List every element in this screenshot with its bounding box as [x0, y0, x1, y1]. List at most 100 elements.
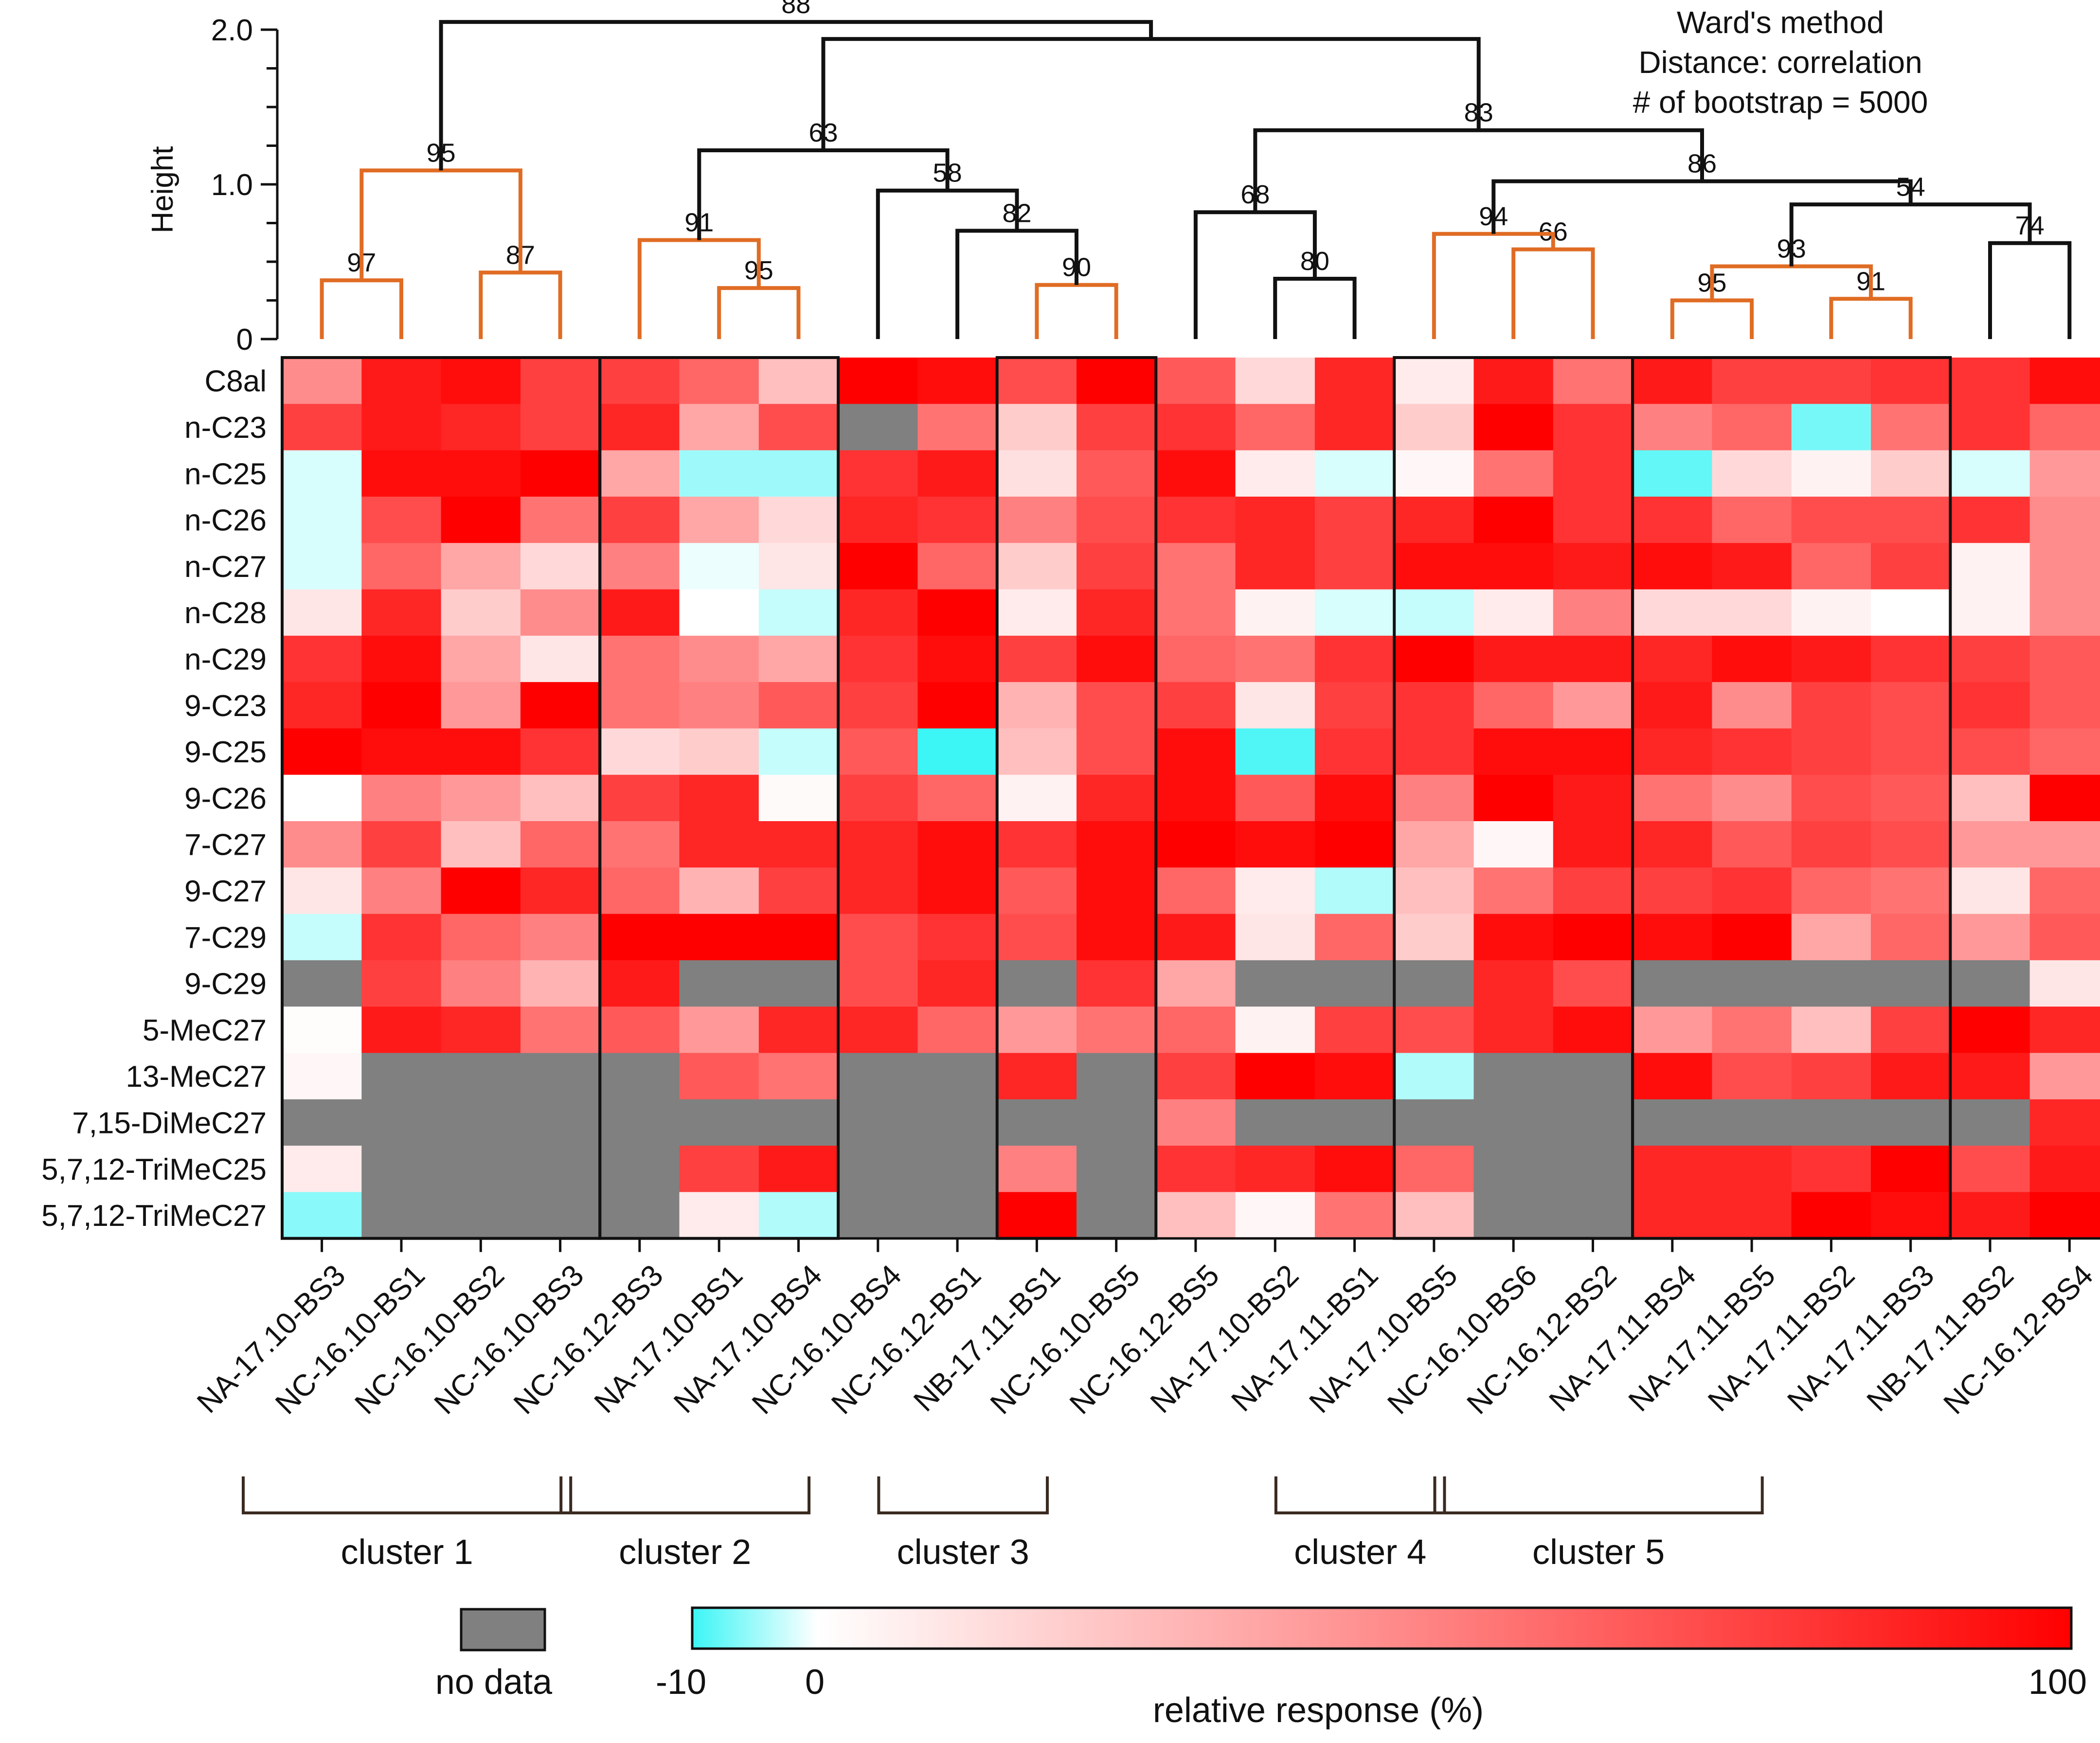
- heatmap-cell: [1394, 728, 1474, 775]
- heatmap-cell: [1633, 1192, 1712, 1239]
- heatmap-cell: [997, 358, 1077, 404]
- heatmap-cell: [282, 774, 362, 822]
- heatmap-cell: [997, 960, 1077, 1007]
- heatmap-cell: [1394, 543, 1474, 590]
- heatmap-cell: [1473, 821, 1554, 868]
- heatmap-cell: [1633, 358, 1712, 404]
- heatmap-cell: [1871, 358, 1951, 404]
- heatmap-cell: [838, 1146, 918, 1192]
- heatmap-cell: [1791, 774, 1871, 822]
- heatmap-cell: [997, 1192, 1077, 1239]
- heatmap-cell: [997, 543, 1077, 590]
- heatmap-cell: [1553, 589, 1633, 636]
- heatmap-cell: [679, 1053, 759, 1100]
- heatmap-cell: [1394, 867, 1474, 915]
- heatmap-cell: [1633, 774, 1712, 822]
- heatmap-cell: [1950, 774, 2030, 822]
- heatmap-cell: [1633, 960, 1712, 1007]
- heatmap-cell: [1553, 450, 1633, 497]
- heatmap-cell: [997, 1006, 1077, 1054]
- heatmap-cell: [520, 682, 600, 729]
- heatmap-cell: [838, 960, 918, 1007]
- heatmap-cell: [1077, 960, 1156, 1007]
- heatmap-cell: [1077, 914, 1156, 961]
- heatmap-cell: [1712, 1053, 1792, 1100]
- heatmap-cell: [1553, 1146, 1633, 1192]
- heatmap-cell: [1950, 821, 2030, 868]
- heatmap-cell: [917, 589, 998, 636]
- axis-tick-label: 1.0: [211, 168, 253, 202]
- heatmap-cell: [1394, 358, 1474, 404]
- heatmap-cell: [917, 1053, 998, 1100]
- heatmap-cell: [997, 635, 1077, 683]
- heatmap-cell: [361, 450, 442, 497]
- heatmap-cell: [1553, 1192, 1633, 1239]
- heatmap-cell: [1077, 867, 1156, 915]
- heatmap-cell: [1156, 358, 1236, 404]
- bootstrap-note: # of bootstrap = 5000: [1633, 85, 1928, 120]
- heatmap-cell: [361, 914, 442, 961]
- heatmap-cell: [679, 774, 759, 822]
- row-label: n-C23: [184, 411, 267, 445]
- row-label: n-C28: [184, 596, 267, 630]
- heatmap-cell: [520, 914, 600, 961]
- heatmap-cell: [997, 450, 1077, 497]
- heatmap-cell: [1871, 821, 1951, 868]
- heatmap-cell: [1791, 682, 1871, 729]
- heatmap-cell: [2029, 589, 2100, 636]
- heatmap-cell: [1473, 1192, 1554, 1239]
- heatmap-cell: [1791, 821, 1871, 868]
- heatmap-cell: [1314, 404, 1395, 451]
- heatmap-cell: [838, 821, 918, 868]
- heatmap-cell: [520, 1146, 600, 1192]
- heatmap-cell: [1235, 635, 1315, 683]
- row-label: 9-C23: [184, 689, 267, 723]
- heatmap-cell: [1950, 543, 2030, 590]
- heatmap-cell: [1712, 589, 1792, 636]
- heatmap-cell: [1791, 914, 1871, 961]
- bootstrap-value: 88: [781, 0, 810, 19]
- heatmap-cell: [1633, 450, 1712, 497]
- heatmap-cell: [520, 450, 600, 497]
- heatmap-cell: [1553, 821, 1633, 868]
- heatmap-cell: [441, 496, 521, 543]
- heatmap-cell: [758, 774, 839, 822]
- heatmap-cell: [1791, 358, 1871, 404]
- heatmap-cell: [1473, 682, 1554, 729]
- heatmap-cell: [758, 404, 839, 451]
- heatmap-cell: [838, 867, 918, 915]
- heatmap-cell: [2029, 358, 2100, 404]
- row-label: 5-MeC27: [143, 1014, 267, 1047]
- heatmap-cell: [1553, 358, 1633, 404]
- cluster-label: cluster 1: [341, 1533, 473, 1572]
- heatmap-cell: [2029, 1053, 2100, 1100]
- heatmap-cell: [361, 1146, 442, 1192]
- heatmap-cell: [1950, 1053, 2030, 1100]
- heatmap-cell: [1871, 496, 1951, 543]
- heatmap-cell: [679, 728, 759, 775]
- heatmap-cell: [1712, 450, 1792, 497]
- heatmap-cell: [1712, 774, 1792, 822]
- heatmap-cell: [1394, 1006, 1474, 1054]
- heatmap-cell: [520, 1192, 600, 1239]
- row-label: 9-C25: [184, 736, 267, 769]
- heatmap-cell: [1950, 682, 2030, 729]
- heatmap-cell: [2029, 1099, 2100, 1146]
- heatmap-cell: [600, 358, 680, 404]
- heatmap-cell: [361, 867, 442, 915]
- heatmap-cell: [1791, 1053, 1871, 1100]
- heatmap-cell: [361, 358, 442, 404]
- row-label: n-C27: [184, 550, 267, 584]
- heatmap-cell: [917, 1006, 998, 1054]
- heatmap-cell: [679, 404, 759, 451]
- heatmap-cell: [1235, 960, 1315, 1007]
- heatmap-cell: [1950, 496, 2030, 543]
- heatmap-cell: [1633, 1006, 1712, 1054]
- heatmap-cell: [600, 496, 680, 543]
- heatmap-cell: [1791, 728, 1871, 775]
- cluster-label: cluster 2: [619, 1533, 751, 1572]
- heatmap-cell: [1633, 589, 1712, 636]
- heatmap-cell: [1633, 914, 1712, 961]
- heatmap-cell: [1156, 1192, 1236, 1239]
- heatmap-cell: [1950, 450, 2030, 497]
